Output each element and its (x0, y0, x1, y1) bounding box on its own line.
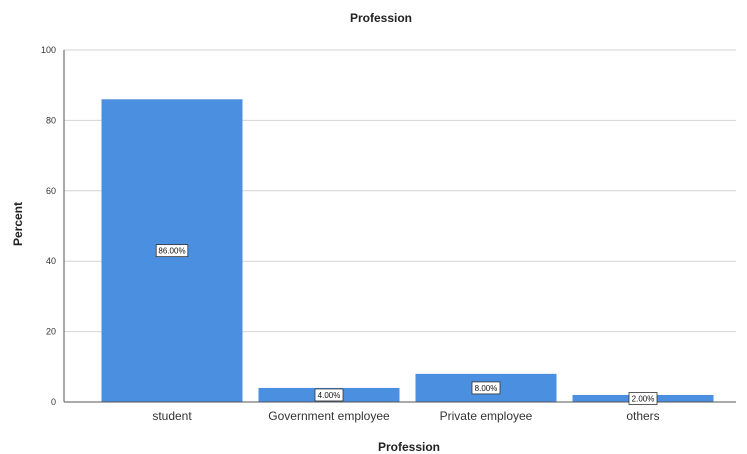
y-tick-label: 0 (51, 397, 56, 407)
x-axis-title: Profession (378, 440, 440, 454)
x-tick-label: Government employee (268, 409, 390, 423)
data-label-text: 4.00% (318, 391, 341, 400)
data-labels: 86.00% 4.00% 8.00% 2.00% (155, 244, 658, 405)
y-axis-title: Percent (11, 202, 25, 246)
x-tick-labels: student Government employee Private employ… (152, 409, 659, 423)
data-label-3: 2.00% (628, 392, 658, 405)
bars (101, 99, 714, 402)
y-tick-labels: 0 20 40 60 80 100 (41, 45, 56, 407)
data-label-box (155, 244, 189, 258)
data-label-text: 2.00% (632, 394, 655, 403)
y-tick-label: 60 (46, 186, 56, 196)
data-label-box (314, 388, 344, 402)
data-label-text: 8.00% (475, 384, 498, 393)
x-tick-label: student (152, 409, 192, 423)
data-label-0: 86.00% (155, 244, 189, 258)
x-tick-label: Private employee (440, 409, 533, 423)
data-label-box (628, 392, 658, 405)
chart-title: Profession (350, 11, 412, 25)
y-tick-label: 40 (46, 256, 56, 266)
y-tick-label: 20 (46, 327, 56, 337)
y-tick-label: 100 (41, 45, 56, 55)
data-label-text: 86.00% (158, 247, 185, 256)
data-label-2: 8.00% (471, 381, 501, 395)
data-label-1: 4.00% (314, 388, 344, 402)
y-tick-label: 80 (46, 115, 56, 125)
x-tick-label: others (626, 409, 659, 423)
data-label-box (471, 381, 501, 395)
